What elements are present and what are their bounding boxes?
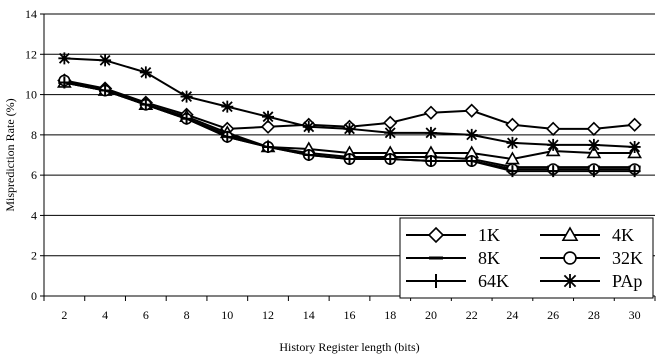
point-64K [58, 76, 71, 89]
legend-label: 4K [612, 225, 634, 245]
point-64K [99, 84, 112, 97]
legend-item-1K: 1K [406, 225, 500, 245]
point-1K [586, 121, 602, 136]
y-tick-label: 8 [31, 128, 37, 142]
point-64K [465, 155, 478, 168]
legend-item-64K: 64K [406, 271, 509, 291]
point-64K [547, 165, 560, 178]
point-1K [505, 117, 520, 132]
gridlines [44, 13, 655, 257]
series-64K [58, 76, 641, 178]
series-layer [56, 52, 643, 178]
y-tick-label: 4 [31, 208, 37, 222]
point-PAp [465, 128, 478, 141]
point-PAp [628, 140, 641, 153]
point-PAp [424, 126, 437, 139]
point-64K [139, 98, 152, 111]
point-PAp [58, 52, 71, 65]
point-1K [546, 121, 561, 136]
y-tick-label: 0 [31, 289, 37, 303]
point-4K [586, 145, 602, 159]
legend-label: 64K [478, 271, 509, 291]
x-tick-label: 28 [588, 308, 600, 322]
point-64K [343, 153, 356, 166]
point-PAp [221, 100, 234, 113]
legend-item-4K: 4K [540, 225, 634, 245]
point-64K [587, 165, 600, 178]
x-tick-label: 4 [102, 308, 108, 322]
x-tick-label: 18 [384, 308, 396, 322]
point-1K [627, 117, 642, 132]
y-tick-label: 6 [31, 168, 37, 182]
legend: 1K 4K 8K 32K 64K PAp [399, 217, 654, 299]
point-PAp [587, 138, 600, 151]
legend-marker [561, 226, 579, 242]
point-64K [424, 155, 437, 168]
point-64K [384, 153, 397, 166]
legend-marker [429, 274, 443, 288]
point-PAp [547, 138, 560, 151]
point-PAp [99, 54, 112, 67]
point-PAp [384, 126, 397, 139]
legend-label: 1K [478, 225, 500, 245]
point-PAp [343, 122, 356, 135]
legend-marker [563, 274, 577, 288]
point-PAp [139, 66, 152, 79]
x-tick-label: 22 [466, 308, 478, 322]
x-tick-label: 26 [547, 308, 559, 322]
y-tick-label: 10 [25, 88, 37, 102]
legend-marker [427, 226, 445, 244]
x-tick-label: 20 [425, 308, 437, 322]
x-tick-label: 6 [143, 308, 149, 322]
legend-marker [563, 251, 577, 265]
x-tick-label: 8 [184, 308, 190, 322]
x-tick-label: 24 [506, 308, 518, 322]
x-tick-label: 14 [303, 308, 315, 322]
y-tick-label: 14 [25, 7, 37, 21]
x-tick-label: 30 [629, 308, 641, 322]
series-PAp [58, 52, 641, 153]
y-tick-label: 2 [31, 249, 37, 263]
legend-item-32K: 32K [540, 248, 643, 268]
point-64K [180, 112, 193, 125]
point-PAp [180, 90, 193, 103]
point-PAp [506, 136, 519, 149]
point-64K [506, 165, 519, 178]
legend-label: 32K [612, 248, 643, 268]
legend-label: 8K [478, 248, 500, 268]
legend-item-8K: 8K [406, 248, 500, 268]
point-1K [423, 105, 439, 120]
point-PAp [262, 110, 275, 123]
x-axis-title: History Register length (bits) [279, 340, 419, 354]
y-axis-title: Misprediction Rate (%) [3, 98, 17, 211]
point-1K [464, 103, 479, 118]
x-tick-label: 12 [262, 308, 274, 322]
legend-item-PAp: PAp [540, 271, 642, 291]
legend-label: PAp [612, 271, 642, 291]
y-tick-label: 12 [25, 47, 37, 61]
point-64K [628, 165, 641, 178]
x-tick-label: 2 [61, 308, 67, 322]
point-64K [302, 149, 315, 161]
x-tick-label: 10 [221, 308, 233, 322]
point-PAp [302, 120, 315, 133]
point-1K [260, 119, 276, 134]
x-tick-label: 16 [344, 308, 356, 322]
point-64K [221, 130, 234, 143]
point-64K [262, 140, 275, 153]
